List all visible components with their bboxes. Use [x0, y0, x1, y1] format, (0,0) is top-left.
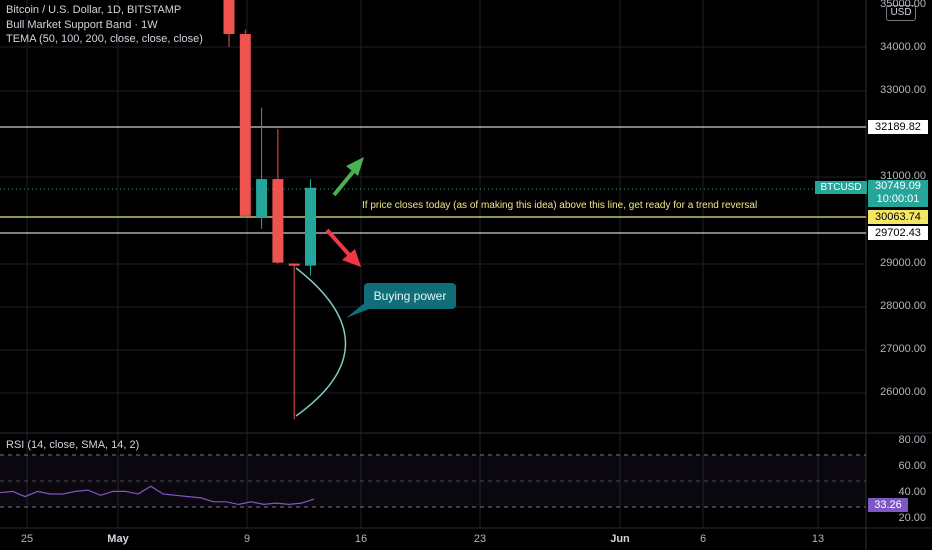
trend-reversal-note[interactable]: If price closes today (as of making this… [362, 200, 758, 211]
indicator-legend-tema[interactable]: TEMA (50, 100, 200, close, close, close) [6, 33, 203, 45]
time-tick: 25 [20, 533, 34, 545]
symbol-legend[interactable]: Bitcoin / U.S. Dollar, 1D, BITSTAMP [6, 4, 182, 16]
current-price-tag: 30749.09 10:00:01 [868, 180, 928, 207]
time-tick: 9 [243, 533, 251, 545]
rsi-legend[interactable]: RSI (14, close, SMA, 14, 2) [6, 439, 140, 451]
price-tick: 27000.00 [880, 343, 926, 355]
time-tick: Jun [610, 533, 630, 545]
price-tick: 34000.00 [880, 41, 926, 53]
candle-body[interactable] [272, 179, 284, 263]
time-tick: 6 [699, 533, 707, 545]
candle-body[interactable] [305, 187, 316, 266]
down-arrow[interactable] [325, 228, 361, 267]
horizontal-gridlines [0, 46, 866, 394]
time-tick: 13 [811, 533, 825, 545]
rsi-tick: 60.00 [898, 460, 926, 472]
buying-power-curve[interactable] [295, 267, 347, 417]
price-tick: 31000.00 [880, 170, 926, 182]
trend-line-price-tag: 30063.74 [868, 210, 928, 224]
buying-power-callout[interactable]: Buying power [364, 283, 456, 309]
time-tick: 16 [354, 533, 368, 545]
price-tick: 33000.00 [880, 84, 926, 96]
current-price-value: 30749.09 [875, 180, 921, 192]
candle-body[interactable] [256, 179, 268, 218]
price-tick: 35000.00 [880, 0, 926, 10]
candle-body[interactable] [288, 263, 300, 266]
indicator-legend-bull-band[interactable]: Bull Market Support Band · 1W [6, 19, 158, 31]
rsi-tick: 80.00 [898, 434, 926, 446]
support-price-tag: 29702.43 [868, 226, 928, 240]
price-tick: 26000.00 [880, 386, 926, 398]
price-tick: 28000.00 [880, 300, 926, 312]
price-tick: 29000.00 [880, 257, 926, 269]
up-arrow[interactable] [332, 157, 364, 197]
rsi-tick: 40.00 [898, 486, 926, 498]
candles[interactable] [223, 0, 317, 420]
time-tick: 23 [473, 533, 487, 545]
rsi-line[interactable] [0, 485, 315, 506]
rsi-tick: 20.00 [898, 512, 926, 524]
resistance-price-tag: 32189.82 [868, 120, 928, 134]
symbol-price-tag: BTCUSD [815, 181, 867, 194]
rsi-value-tag: 33.26 [868, 498, 908, 512]
candle-body[interactable] [239, 34, 251, 216]
bar-countdown: 10:00:01 [876, 193, 920, 205]
currency-badge[interactable]: USD [886, 5, 916, 21]
candle-body[interactable] [223, 0, 235, 35]
time-tick: May [107, 533, 129, 545]
